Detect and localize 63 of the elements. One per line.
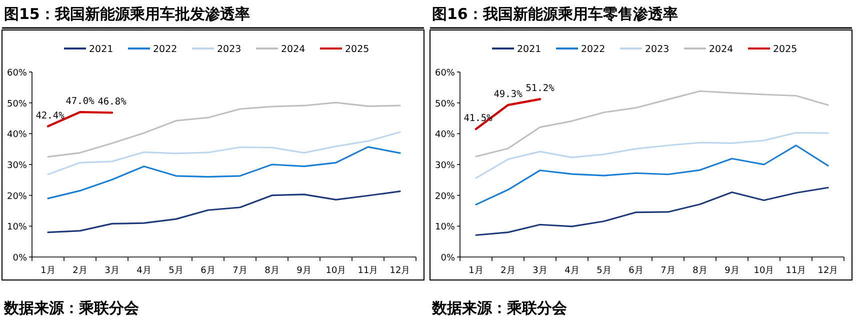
y-tick-label: 50% (434, 99, 456, 110)
data-label: 49.3% (494, 88, 523, 100)
x-tick-label: 1月 (40, 266, 56, 276)
chart-title: 图16：我国新能源乘用车零售渗透率 (432, 5, 678, 23)
x-tick-label: 12月 (390, 266, 410, 276)
y-tick-label: 60% (434, 68, 456, 78)
x-tick-label: 7月 (660, 266, 676, 276)
y-tick-label: 0% (440, 254, 456, 264)
line-series (47, 131, 401, 176)
legend-label: 2022 (581, 44, 606, 55)
source-note: 数据来源：乘联分会 (431, 299, 568, 317)
x-tick-label: 9月 (296, 266, 312, 276)
legend-label: 2023 (217, 44, 242, 55)
x-tick-label: 4月 (564, 266, 580, 276)
x-tick-label: 11月 (786, 266, 806, 276)
x-tick-label: 3月 (104, 266, 120, 276)
x-tick-label: 7月 (232, 266, 248, 276)
data-label: 51.2% (526, 83, 555, 94)
x-tick-label: 3月 (532, 266, 548, 276)
line-series (47, 146, 401, 200)
data-label: 42.4% (36, 110, 65, 122)
y-tick-label: 40% (434, 130, 456, 140)
x-tick-label: 4月 (136, 266, 152, 276)
y-tick-label: 20% (6, 192, 28, 202)
source-note: 数据来源：乘联分会 (3, 299, 140, 317)
x-tick-label: 5月 (168, 266, 184, 276)
x-tick-label: 1月 (468, 266, 484, 276)
x-tick-label: 10月 (326, 266, 346, 276)
legend-label: 2021 (89, 44, 114, 55)
legend-label: 2025 (345, 44, 370, 55)
y-tick-label: 40% (6, 130, 28, 140)
line-series (475, 132, 829, 179)
y-tick-label: 0% (12, 254, 28, 264)
x-tick-label: 5月 (596, 266, 612, 276)
y-tick-label: 10% (6, 222, 28, 233)
chart-title: 图15：我国新能源乘用车批发渗透率 (4, 5, 250, 23)
data-label: 47.0% (66, 96, 95, 108)
x-tick-label: 10月 (754, 266, 774, 276)
legend-label: 2021 (517, 44, 542, 55)
y-tick-label: 20% (434, 192, 456, 202)
legend-label: 2022 (153, 44, 178, 55)
x-tick-label: 9月 (724, 266, 740, 276)
x-tick-label: 11月 (358, 266, 378, 276)
legend-label: 2023 (645, 44, 670, 55)
legend-label: 2024 (281, 44, 306, 55)
legend-label: 2024 (709, 44, 734, 55)
x-tick-label: 6月 (628, 266, 644, 276)
y-tick-label: 60% (6, 68, 28, 78)
x-tick-label: 2月 (500, 266, 516, 276)
x-tick-label: 6月 (200, 266, 216, 276)
y-tick-label: 30% (6, 161, 28, 171)
line-series (47, 190, 401, 234)
legend-label: 2025 (773, 44, 798, 55)
y-tick-label: 10% (434, 222, 456, 233)
line-series (475, 144, 829, 206)
x-tick-label: 12月 (818, 266, 838, 276)
x-tick-label: 8月 (264, 266, 280, 276)
y-tick-label: 50% (6, 99, 28, 110)
x-tick-label: 2月 (72, 266, 88, 276)
data-label: 46.8% (98, 96, 127, 108)
line-series (475, 186, 829, 236)
y-tick-label: 30% (434, 161, 456, 171)
x-tick-label: 8月 (692, 266, 708, 276)
